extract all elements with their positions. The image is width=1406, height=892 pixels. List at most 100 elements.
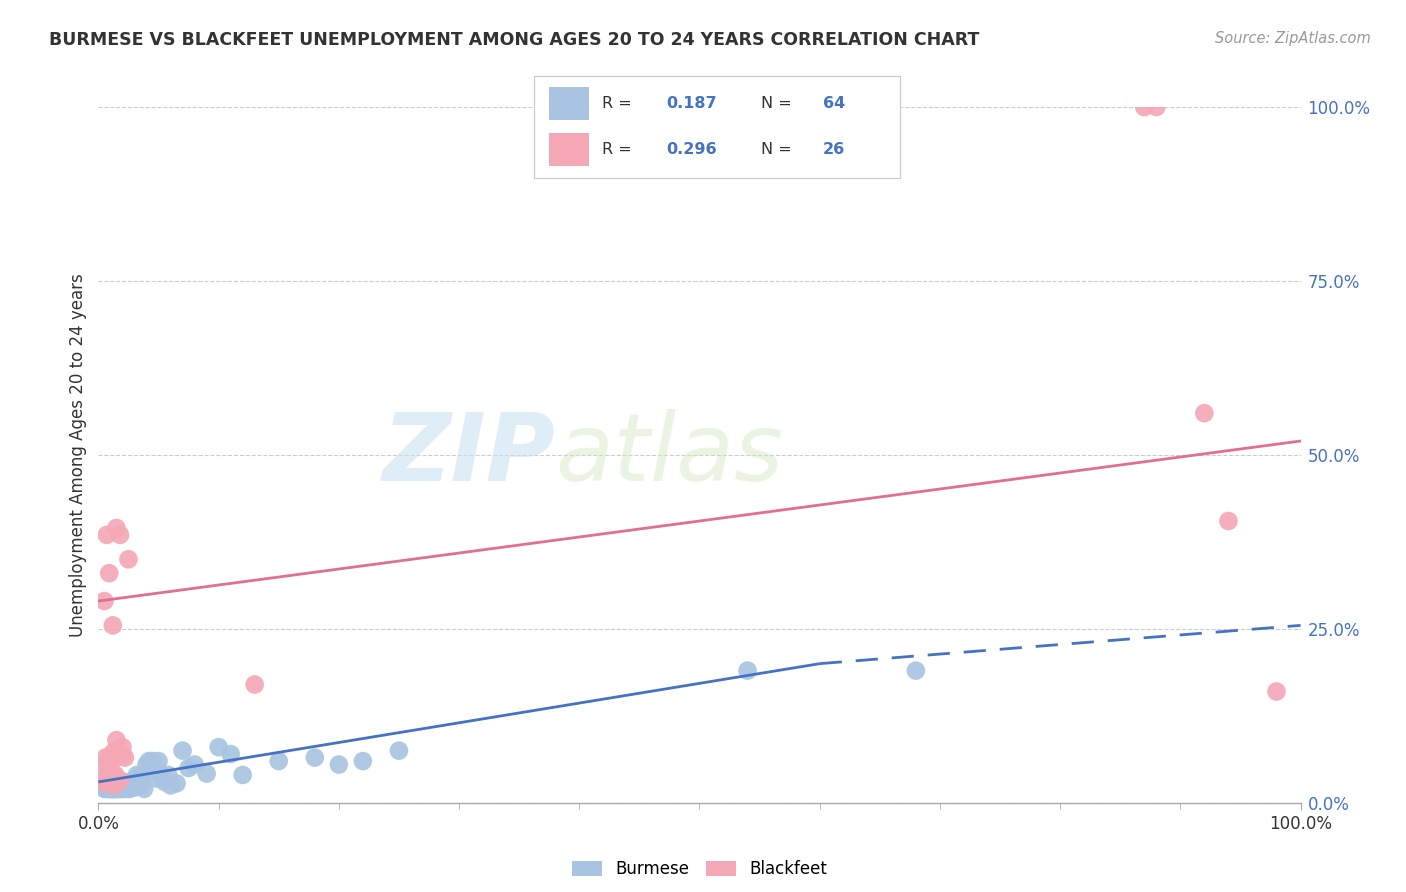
Point — [737, 664, 759, 678]
Point — [100, 756, 122, 770]
Point — [1144, 100, 1167, 114]
Point — [100, 780, 122, 795]
Point — [232, 768, 254, 782]
Point — [114, 750, 136, 764]
Point — [121, 778, 143, 792]
Point — [132, 781, 155, 796]
Point — [153, 775, 176, 789]
Point — [97, 754, 120, 768]
Point — [243, 677, 266, 691]
Point — [118, 781, 141, 796]
Point — [101, 618, 124, 632]
Point — [904, 664, 927, 678]
Point — [100, 781, 122, 796]
Point — [124, 780, 146, 795]
Point — [388, 744, 411, 758]
Point — [112, 780, 135, 795]
Point — [97, 781, 120, 796]
Point — [219, 747, 242, 761]
Point — [100, 764, 122, 779]
Point — [93, 594, 115, 608]
Point — [1218, 514, 1240, 528]
Point — [115, 778, 138, 792]
Point — [94, 750, 117, 764]
Point — [105, 521, 128, 535]
Legend: Burmese, Blackfeet: Burmese, Blackfeet — [565, 854, 834, 885]
Point — [100, 781, 122, 796]
Point — [159, 778, 181, 792]
Point — [117, 552, 139, 566]
Point — [91, 775, 114, 789]
Point — [108, 528, 131, 542]
Point — [98, 778, 121, 792]
Point — [328, 757, 350, 772]
Y-axis label: Unemployment Among Ages 20 to 24 years: Unemployment Among Ages 20 to 24 years — [69, 273, 87, 637]
Point — [96, 528, 118, 542]
Point — [105, 778, 128, 792]
Point — [149, 768, 172, 782]
Point — [135, 757, 157, 772]
Point — [105, 733, 128, 747]
Point — [157, 768, 180, 782]
Text: 64: 64 — [823, 96, 845, 111]
Point — [267, 754, 290, 768]
Point — [98, 763, 121, 777]
Point — [110, 781, 132, 796]
Point — [208, 740, 231, 755]
Point — [111, 740, 134, 755]
Point — [107, 780, 129, 795]
Point — [101, 781, 124, 796]
Point — [117, 776, 139, 790]
Point — [100, 781, 122, 796]
Point — [111, 781, 134, 796]
Point — [100, 781, 122, 796]
Point — [127, 772, 149, 786]
Point — [105, 750, 128, 764]
Point — [104, 781, 127, 796]
Point — [177, 761, 200, 775]
Point — [304, 750, 326, 764]
Text: 0.187: 0.187 — [666, 96, 717, 111]
Text: R =: R = — [602, 96, 637, 111]
Point — [96, 781, 118, 796]
Point — [100, 754, 122, 768]
Text: N =: N = — [761, 142, 797, 157]
Text: BURMESE VS BLACKFEET UNEMPLOYMENT AMONG AGES 20 TO 24 YEARS CORRELATION CHART: BURMESE VS BLACKFEET UNEMPLOYMENT AMONG … — [49, 31, 980, 49]
Point — [1265, 684, 1288, 698]
Point — [138, 754, 160, 768]
Point — [166, 776, 188, 790]
Point — [352, 754, 374, 768]
Point — [117, 780, 139, 795]
Point — [117, 781, 139, 796]
Text: 26: 26 — [823, 142, 845, 157]
Point — [114, 775, 136, 789]
Text: N =: N = — [761, 96, 797, 111]
Point — [195, 766, 218, 780]
Point — [129, 778, 152, 792]
Text: 0.296: 0.296 — [666, 142, 717, 157]
Text: Source: ZipAtlas.com: Source: ZipAtlas.com — [1215, 31, 1371, 46]
Point — [103, 781, 125, 796]
Point — [172, 744, 194, 758]
Point — [93, 761, 115, 775]
Text: ZIP: ZIP — [382, 409, 555, 501]
Point — [108, 780, 131, 795]
Point — [103, 778, 125, 792]
Text: atlas: atlas — [555, 409, 783, 500]
Point — [183, 757, 205, 772]
Point — [104, 768, 127, 782]
Point — [114, 781, 136, 796]
Point — [101, 781, 124, 796]
Text: R =: R = — [602, 142, 637, 157]
Point — [96, 776, 118, 790]
Point — [1133, 100, 1156, 114]
Bar — [548, 133, 589, 166]
Point — [111, 778, 134, 792]
Point — [108, 781, 131, 796]
Point — [108, 781, 131, 796]
Point — [93, 781, 115, 796]
Point — [1194, 406, 1216, 420]
Point — [145, 772, 167, 786]
Point — [98, 566, 121, 581]
Point — [125, 768, 148, 782]
